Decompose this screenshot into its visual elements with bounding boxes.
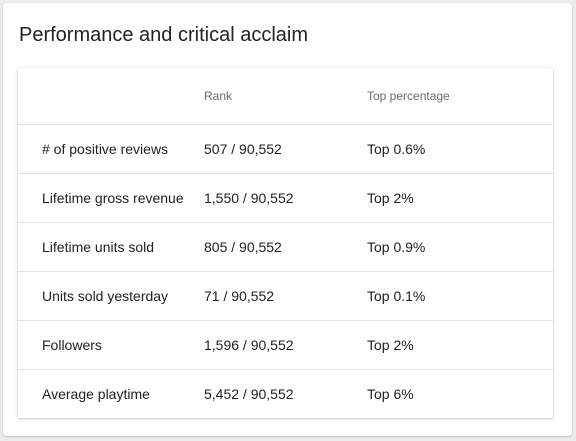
ranking-table-container: Rank Top percentage # of positive review… [18, 68, 553, 418]
table-row: Units sold yesterday 71 / 90,552 Top 0.1… [18, 271, 553, 321]
row-top-percentage: Top 2% [367, 173, 553, 223]
table-row: # of positive reviews 507 / 90,552 Top 0… [18, 124, 553, 174]
row-top-percentage: Top 0.6% [367, 124, 553, 174]
header-metric [18, 68, 204, 125]
row-top-percentage: Top 2% [367, 320, 553, 370]
row-metric: Followers [18, 320, 204, 370]
row-rank: 507 / 90,552 [204, 124, 367, 174]
performance-card: Performance and critical acclaim Rank To… [3, 3, 572, 436]
table-row: Lifetime gross revenue 1,550 / 90,552 To… [18, 173, 553, 223]
row-top-percentage: Top 6% [367, 385, 414, 402]
table-row: Followers 1,596 / 90,552 Top 2% [18, 320, 553, 370]
row-metric: Average playtime [42, 385, 150, 402]
row-top-percentage: Top 0.9% [367, 222, 553, 272]
row-top-percentage: Top 0.1% [367, 271, 553, 321]
header-top-percentage: Top percentage [367, 68, 553, 125]
row-rank: 71 / 90,552 [204, 271, 367, 321]
row-metric: # of positive reviews [18, 124, 204, 174]
row-metric: Lifetime gross revenue [18, 173, 204, 223]
table-row: Average playtime 5,452 / 90,552 Top 6% [18, 369, 553, 418]
row-rank: 805 / 90,552 [204, 222, 367, 272]
table-row: Lifetime units sold 805 / 90,552 Top 0.9… [18, 222, 553, 272]
row-metric: Units sold yesterday [18, 271, 204, 321]
card-title: Performance and critical acclaim [19, 24, 308, 46]
row-metric: Lifetime units sold [18, 222, 204, 272]
header-rank: Rank [204, 68, 367, 125]
row-rank: 5,452 / 90,552 [204, 385, 294, 402]
ranking-table: Rank Top percentage # of positive review… [18, 68, 553, 418]
row-rank: 1,596 / 90,552 [204, 320, 367, 370]
table-header-row: Rank Top percentage [18, 68, 553, 125]
row-rank: 1,550 / 90,552 [204, 173, 367, 223]
